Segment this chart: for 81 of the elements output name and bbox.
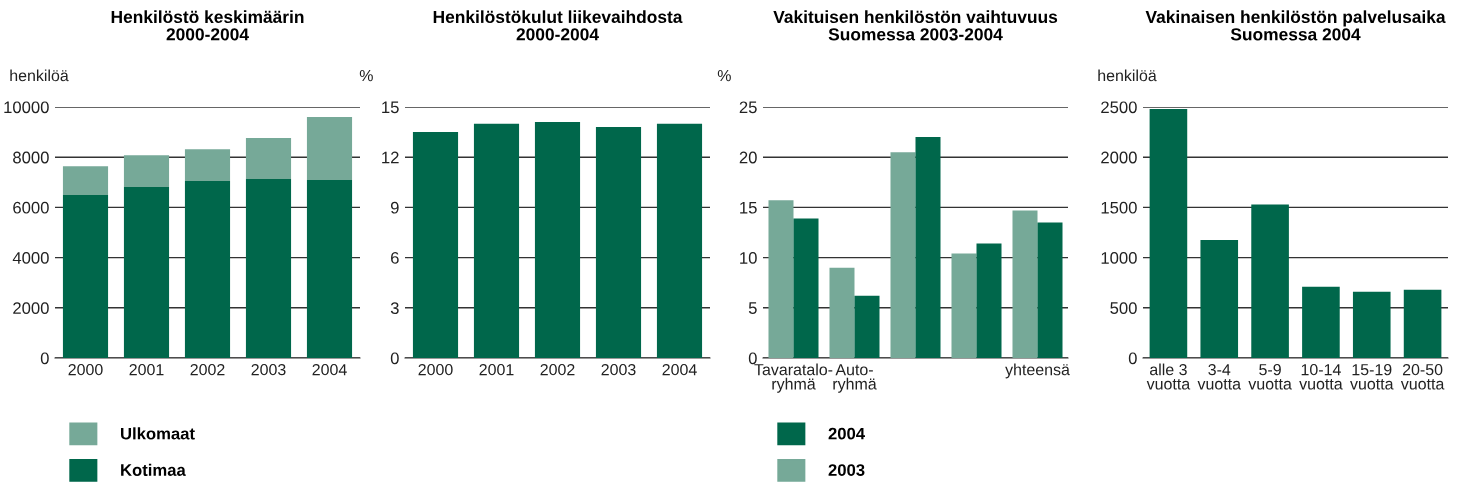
- bar: [1403, 289, 1442, 358]
- y-tick-label: 12: [382, 151, 399, 164]
- x-tick-label: yhteensä: [1005, 363, 1070, 379]
- bar: [184, 181, 231, 358]
- bar: [184, 149, 231, 182]
- y-tick-label: 2500: [1101, 101, 1137, 114]
- x-tick-label: 5-9 vuotta: [1248, 363, 1292, 390]
- bar: [245, 179, 292, 358]
- y-tick-label: 6: [391, 252, 399, 264]
- bar: [1200, 240, 1239, 358]
- chart-title: Henkilöstö keskimäärin 2000-2004: [111, 10, 304, 41]
- bar: [768, 200, 794, 358]
- bar: [829, 267, 855, 358]
- x-tick-label: 2003: [251, 363, 286, 376]
- y-tick-label: 0: [40, 352, 49, 365]
- y-tick-label: 4000: [12, 252, 49, 264]
- bar: [1149, 109, 1188, 358]
- x-tick-label: Auto- ryhmä: [833, 364, 877, 393]
- bar: [915, 137, 941, 358]
- chart-title: Henkilöstökulut liikevaihdosta 2000-2004: [433, 10, 683, 41]
- y-tick-label: 15: [740, 201, 757, 214]
- bar: [1251, 204, 1289, 358]
- y-axis-title: %: [717, 70, 731, 82]
- y-tick-label: 3: [390, 302, 399, 314]
- y-tick-label: 0: [390, 352, 399, 365]
- y-tick-label: 6000: [13, 201, 49, 214]
- y-tick-label: 15: [382, 101, 399, 114]
- bar: [1352, 291, 1391, 358]
- y-tick-label: 0: [748, 352, 757, 365]
- y-axis-title: henkilöä: [1098, 69, 1157, 82]
- x-tick-label: 20-50 vuotta: [1400, 363, 1445, 390]
- bar: [245, 138, 292, 180]
- y-tick-label: 10000: [4, 101, 49, 114]
- bar: [793, 218, 819, 358]
- legend-label: 2003: [828, 464, 865, 476]
- x-tick-label: 2000: [68, 363, 103, 376]
- x-tick-label: 2002: [190, 363, 225, 376]
- y-tick-label: 2000: [13, 302, 49, 314]
- y-axis-title: %: [359, 70, 373, 82]
- bar: [890, 152, 916, 358]
- y-tick-label: 2000: [1101, 151, 1137, 164]
- bar: [62, 166, 109, 196]
- x-tick-label: 2004: [312, 363, 347, 376]
- x-tick-label: 2001: [479, 363, 514, 376]
- y-tick-label: 9: [390, 201, 399, 214]
- x-tick-label: 2002: [540, 363, 575, 376]
- bar: [1302, 286, 1340, 358]
- bar: [123, 187, 170, 358]
- bar: [306, 117, 353, 181]
- x-tick-label: 2004: [662, 363, 697, 376]
- y-tick-label: 10: [740, 252, 757, 264]
- y-tick-label: 20: [739, 151, 757, 164]
- bar: [1012, 210, 1038, 358]
- bar: [951, 253, 977, 358]
- y-axis-title: henkilöä: [10, 69, 69, 82]
- y-tick-label: 500: [1110, 302, 1137, 314]
- x-tick-label: 2000: [418, 363, 453, 376]
- bar: [854, 295, 880, 358]
- y-tick-label: 0: [1128, 352, 1137, 365]
- bar: [976, 243, 1002, 358]
- bar: [123, 155, 170, 188]
- x-tick-label: alle 3 vuotta: [1146, 363, 1191, 390]
- x-tick-label: 3-4 vuotta: [1197, 363, 1242, 390]
- chart-title: Vakituisen henkilöstön vaihtuvuus Suomessa 2003-2004: [773, 10, 1058, 41]
- legend-label: Ulkomaat: [121, 427, 195, 440]
- y-tick-label: 1000: [1101, 252, 1137, 264]
- y-tick-label: 8000: [13, 151, 49, 164]
- chart-title: Vakinaisen henkilöstön palvelusaika Suomessa 2004: [1145, 10, 1446, 41]
- y-tick-label: 25: [739, 101, 757, 114]
- x-tick-label: 10-14 vuotta: [1299, 363, 1343, 390]
- y-tick-label: 1500: [1101, 201, 1137, 214]
- legend-label: Kotimaa: [121, 463, 186, 476]
- bar: [306, 180, 353, 358]
- x-tick-label: Tavaratalo- ryhmä: [754, 363, 833, 393]
- legend-label: 2004: [828, 427, 865, 440]
- x-tick-label: 2003: [601, 363, 636, 376]
- bar: [1037, 222, 1063, 358]
- x-tick-label: 2001: [129, 363, 164, 376]
- y-tick-label: 5: [748, 302, 757, 314]
- bar: [62, 195, 109, 358]
- x-tick-label: 15-19 vuotta: [1350, 363, 1394, 390]
